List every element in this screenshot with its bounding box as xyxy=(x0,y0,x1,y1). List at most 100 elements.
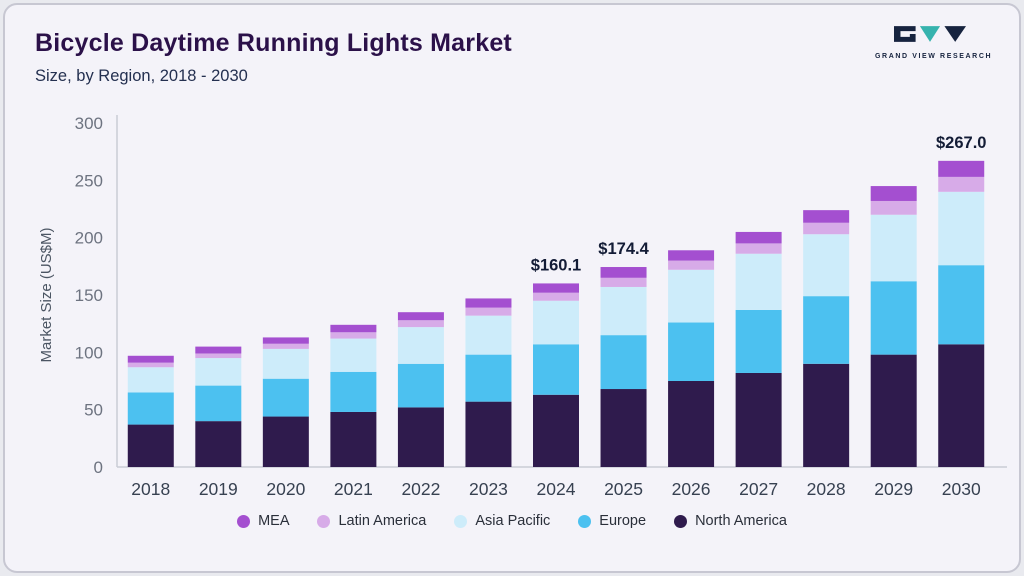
bar-segment-europe xyxy=(938,265,985,345)
y-tick-label: 100 xyxy=(75,343,103,362)
bar-segment-north-america xyxy=(668,381,715,467)
bar-segment-north-america xyxy=(600,389,647,467)
bar-segment-mea xyxy=(330,324,377,333)
chart-canvas: 0 50 100 150 200 250 300 Market Size (US$M) 2018… xyxy=(38,114,1007,499)
bar-segment-latin-america xyxy=(465,307,512,316)
bar-segment-asia-pacific xyxy=(870,214,917,282)
bar-segment-mea xyxy=(668,250,715,261)
bar-segment-europe xyxy=(397,363,444,408)
bar-segment-latin-america xyxy=(533,292,579,301)
report-card: Bicycle Daytime Running Lights Market Si… xyxy=(3,3,1021,573)
bar-segment-latin-america xyxy=(600,277,647,287)
bar-segment-latin-america xyxy=(870,200,917,215)
x-tick-label: 2027 xyxy=(739,479,778,499)
y-tick-label: 250 xyxy=(75,171,103,190)
legend-label: North America xyxy=(695,513,787,529)
bar-segment-europe xyxy=(330,371,377,412)
legend-item-asia-pacific: Asia Pacific xyxy=(454,513,550,529)
bar-segment-asia-pacific xyxy=(262,348,309,379)
x-tick-label: 2029 xyxy=(874,479,913,499)
bar-segment-mea xyxy=(397,312,444,321)
bar-segment-north-america xyxy=(397,407,444,467)
bar-segment-europe xyxy=(127,392,174,425)
y-tick-label: 150 xyxy=(75,286,103,305)
bar-segment-mea xyxy=(938,160,985,177)
chart-legend: MEA Latin America Asia Pacific Europe North … xyxy=(5,513,1019,529)
x-tick-label: 2030 xyxy=(942,479,981,499)
bar-segment-mea xyxy=(465,298,512,308)
legend-swatch-icon xyxy=(317,514,331,528)
bar-segment-latin-america xyxy=(195,353,242,359)
stacked-bar-chart: 0 50 100 150 200 250 300 Market Size (US$M) 2018… xyxy=(21,105,1013,505)
page-title: Bicycle Daytime Running Lights Market xyxy=(35,29,512,57)
legend-item-europe: Europe xyxy=(578,513,646,529)
legend-item-latin-america: Latin America xyxy=(317,513,426,529)
bar-segment-north-america xyxy=(735,372,782,467)
y-tick-label: 200 xyxy=(75,229,103,248)
bar-segment-north-america xyxy=(870,354,917,467)
x-tick-label: 2028 xyxy=(807,479,846,499)
bar-segment-europe xyxy=(262,378,309,417)
x-tick-label: 2018 xyxy=(131,479,170,499)
bar-segment-europe xyxy=(533,344,579,395)
bar-segment-asia-pacific xyxy=(465,315,512,355)
logo-text: GRAND VIEW RESEARCH xyxy=(875,53,993,60)
y-tick-label: 50 xyxy=(84,401,103,420)
x-tick-label: 2025 xyxy=(604,479,643,499)
bar-segment-asia-pacific xyxy=(938,191,985,266)
bar-segment-asia-pacific xyxy=(668,269,715,323)
bar-segment-north-america xyxy=(330,411,377,467)
bar-total-label: $267.0 xyxy=(936,134,986,152)
bar-segment-europe xyxy=(668,322,715,381)
bar-segment-europe xyxy=(870,281,917,355)
bar-segment-latin-america xyxy=(668,260,715,270)
bar-segment-europe xyxy=(465,354,512,402)
bar-segment-europe xyxy=(735,309,782,373)
bar-segment-north-america xyxy=(262,416,309,467)
bar-segment-asia-pacific xyxy=(803,234,850,297)
bar-segment-latin-america xyxy=(330,332,377,339)
bar-segment-north-america xyxy=(465,401,512,467)
legend-item-north-america: North America xyxy=(674,513,787,529)
bar-segment-latin-america xyxy=(938,176,985,192)
x-tick-label: 2024 xyxy=(537,479,576,499)
bar-segment-latin-america xyxy=(803,222,850,235)
bar-segment-asia-pacific xyxy=(397,327,444,364)
bar-segment-asia-pacific xyxy=(735,253,782,310)
legend-label: Asia Pacific xyxy=(475,513,551,529)
bar-segment-mea xyxy=(735,231,782,244)
bar-segment-mea xyxy=(803,210,850,223)
x-tick-label: 2021 xyxy=(334,479,373,499)
bar-segment-north-america xyxy=(938,344,985,467)
bar-segment-latin-america xyxy=(262,343,309,349)
bar-segment-mea xyxy=(195,346,242,354)
bar-segment-latin-america xyxy=(127,362,174,368)
bar-segment-asia-pacific xyxy=(195,358,242,386)
page-subtitle: Size, by Region, 2018 - 2030 xyxy=(35,67,248,85)
grand-view-research-logo-icon xyxy=(894,26,966,42)
legend-item-mea: MEA xyxy=(237,513,289,529)
legend-swatch-icon xyxy=(237,514,251,528)
bar-segment-europe xyxy=(600,335,647,390)
company-logo: GRAND VIEW RESEARCH xyxy=(875,23,993,60)
bar-segment-mea xyxy=(870,186,917,201)
bar-segment-mea xyxy=(127,355,174,363)
bar-segment-mea xyxy=(600,267,647,278)
bar-segment-latin-america xyxy=(397,320,444,328)
legend-label: MEA xyxy=(258,513,290,529)
bar-segment-asia-pacific xyxy=(533,300,579,345)
bar-segment-north-america xyxy=(533,394,579,467)
bar-segment-asia-pacific xyxy=(330,338,377,372)
legend-swatch-icon xyxy=(454,514,468,528)
legend-swatch-icon xyxy=(674,514,688,528)
bar-segment-europe xyxy=(803,296,850,364)
y-axis-title: Market Size (US$M) xyxy=(38,227,55,362)
x-tick-label: 2023 xyxy=(469,479,508,499)
x-tick-label: 2022 xyxy=(401,479,440,499)
x-tick-label: 2020 xyxy=(266,479,305,499)
bar-segment-europe xyxy=(195,385,242,422)
y-tick-label: 0 xyxy=(94,458,103,477)
legend-label: Europe xyxy=(599,513,647,529)
bar-total-label: $174.4 xyxy=(598,240,649,258)
bar-segment-north-america xyxy=(195,421,242,467)
